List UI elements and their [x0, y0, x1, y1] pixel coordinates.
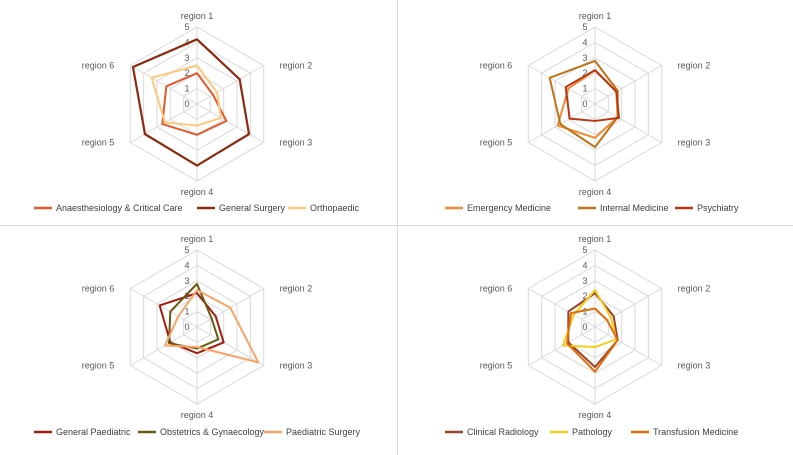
tick-label: 2: [582, 291, 587, 301]
series-line: [561, 289, 618, 349]
axis-label: region 2: [280, 284, 313, 294]
radar-grid: [527, 249, 663, 405]
tick-label: 4: [582, 37, 587, 47]
tick-label: 2: [582, 68, 587, 78]
series-line: [548, 59, 619, 149]
radar-grid: [129, 249, 265, 405]
axis-label: region 3: [280, 138, 313, 148]
legend-entry: Clinical Radiology: [467, 427, 539, 437]
legend: Emergency Medicine Internal Medicine Psych…: [445, 203, 739, 213]
legend-entry: General Paediatric: [56, 427, 131, 437]
tick-label: 0: [582, 99, 587, 109]
tick-label: 5: [582, 245, 587, 255]
legend-entry: General Surgery: [219, 203, 286, 213]
axis-label: region 5: [82, 138, 115, 148]
tick-label: 3: [184, 53, 189, 63]
legend-entry: Pathology: [572, 427, 613, 437]
axis-label: region 1: [579, 11, 612, 21]
grid-spoke: [528, 326, 596, 366]
axis-label: region 2: [280, 61, 313, 71]
legend-entry: Emergency Medicine: [467, 203, 551, 213]
grid-spoke: [528, 65, 596, 105]
tick-label: 3: [582, 276, 587, 286]
radar-grid: [527, 26, 663, 182]
grid-spoke: [130, 326, 198, 366]
axis-label: region 1: [181, 11, 214, 21]
tick-label: 5: [582, 22, 587, 32]
legend-entry: Orthopaedic: [310, 203, 360, 213]
axis-label: region 1: [181, 234, 214, 244]
tick-label: 2: [184, 68, 189, 78]
axis-label: region 4: [181, 410, 214, 420]
series-line: [150, 64, 223, 127]
axis-label: region 6: [480, 61, 513, 71]
axis-label: region 4: [579, 410, 612, 420]
tick-label: 3: [184, 276, 189, 286]
tick-label: 0: [582, 322, 587, 332]
legend-entry: Internal Medicine: [600, 203, 669, 213]
legend-entry: Transfusion Medicine: [653, 427, 738, 437]
series-line: [161, 72, 228, 136]
tick-label: 4: [184, 37, 189, 47]
tick-label: 4: [582, 260, 587, 270]
axis-label: region 3: [678, 361, 711, 371]
legend-entry: Paediatric Surgery: [286, 427, 361, 437]
horizontal-divider: [0, 225, 793, 226]
axis-label: region 2: [678, 61, 711, 71]
grid-spoke: [594, 103, 662, 143]
axis-label: region 6: [480, 284, 513, 294]
axis-label: region 3: [280, 361, 313, 371]
legend-entry: Obstetrics & Gynaecology: [160, 427, 265, 437]
legend-entry: Psychiatry: [697, 203, 739, 213]
legend: General Paediatric Obstetrics & Gynaecolo…: [34, 427, 361, 437]
grid-spoke: [130, 103, 198, 143]
grid-spoke: [528, 103, 596, 143]
vertical-divider: [397, 0, 398, 455]
tick-label: 1: [582, 84, 587, 94]
axis-label: region 3: [678, 138, 711, 148]
axis-label: region 6: [82, 284, 115, 294]
tick-label: 5: [184, 22, 189, 32]
grid-spoke: [196, 326, 264, 366]
grid-spoke: [528, 288, 596, 328]
axis-label: region 2: [678, 284, 711, 294]
tick-label: 0: [184, 99, 189, 109]
series-line: [158, 292, 225, 355]
series-line: [163, 289, 260, 364]
grid-spoke: [196, 103, 264, 143]
tick-label: 1: [582, 307, 587, 317]
legend-entry: Anaesthesiology & Critical Care: [56, 203, 183, 213]
legend: Anaesthesiology & Critical Care General S…: [34, 203, 360, 213]
grid-spoke: [594, 326, 662, 366]
series-line: [565, 307, 619, 373]
axis-label: region 5: [480, 138, 513, 148]
grid-spoke: [196, 65, 264, 105]
tick-label: 5: [184, 245, 189, 255]
series-line: [167, 282, 220, 350]
axis-label: region 5: [480, 361, 513, 371]
tick-label: 1: [184, 84, 189, 94]
series-line: [564, 69, 621, 122]
axis-label: region 6: [82, 61, 115, 71]
grid-spoke: [130, 65, 198, 105]
legend: Clinical Radiology Pathology Transfusion M…: [445, 427, 738, 437]
grid-spoke: [130, 288, 198, 328]
series-line: [131, 38, 251, 167]
axis-label: region 5: [82, 361, 115, 371]
axis-label: region 4: [181, 187, 214, 197]
tick-label: 0: [184, 322, 189, 332]
grid-spoke: [594, 65, 662, 105]
tick-label: 3: [582, 53, 587, 63]
axis-label: region 4: [579, 187, 612, 197]
tick-label: 1: [184, 307, 189, 317]
tick-label: 4: [184, 260, 189, 270]
axis-label: region 1: [579, 234, 612, 244]
series-line: [567, 292, 619, 369]
